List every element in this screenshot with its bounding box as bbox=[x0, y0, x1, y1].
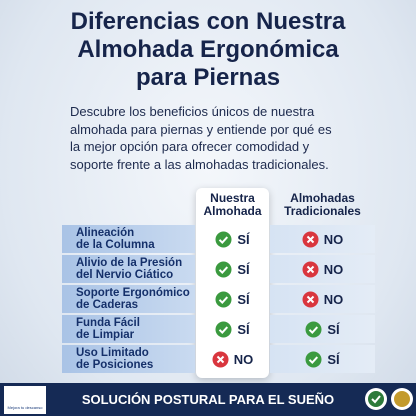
text-line: Nuestra bbox=[210, 191, 255, 205]
logo: Mejora tu descanso bbox=[4, 386, 46, 414]
column-header: Almohadas Tradicionales bbox=[270, 192, 375, 218]
cell-label: NO bbox=[323, 291, 344, 307]
comparison-cell: NO bbox=[270, 225, 375, 253]
text-line: Almohada bbox=[203, 204, 262, 218]
cross-icon bbox=[302, 291, 319, 307]
text-line: Descubre los beneficios únicos de nuestr… bbox=[70, 104, 315, 119]
traditional-band bbox=[270, 315, 375, 343]
feature-cell: Funda Fácil de Limpiar bbox=[62, 315, 195, 343]
check-icon bbox=[215, 261, 232, 277]
cell-label: SÍ bbox=[237, 231, 250, 247]
cell-label: SÍ bbox=[327, 351, 340, 367]
comparison-cell: NO bbox=[270, 285, 375, 313]
cell-label: SÍ bbox=[237, 321, 250, 337]
comparison-cell: SÍ bbox=[270, 345, 375, 373]
text-line: de la Columna bbox=[76, 239, 155, 251]
comparison-cell: NO bbox=[196, 345, 269, 373]
traditional-band bbox=[270, 255, 375, 283]
text-line: soporte frente a las almohadas tradicion… bbox=[70, 156, 329, 172]
column-header: Nuestra Almohada bbox=[196, 192, 269, 218]
text-line: Uso Limitado bbox=[76, 347, 149, 359]
text-line: almohada para piernas y entiende por qué… bbox=[70, 121, 332, 137]
text-line: para Piernas bbox=[135, 64, 281, 91]
cell-label: SÍ bbox=[327, 321, 340, 337]
cell-label: SÍ bbox=[237, 291, 250, 307]
comparison-cell: SÍ bbox=[196, 315, 269, 343]
text-line: Soporte Ergonómico bbox=[76, 287, 190, 299]
check-icon bbox=[215, 321, 232, 337]
text-line: de Posiciones bbox=[76, 359, 154, 371]
highlight-column bbox=[196, 188, 269, 378]
comparison-cell: NO bbox=[270, 255, 375, 283]
text-line: Almohadas bbox=[290, 191, 355, 205]
text-line: Tradicionales bbox=[284, 204, 361, 218]
cell-label: SÍ bbox=[237, 261, 250, 277]
feature-cell: Soporte Ergonómico de Caderas bbox=[62, 285, 195, 313]
comparison-cell: SÍ bbox=[270, 315, 375, 343]
traditional-band bbox=[270, 345, 375, 373]
cell-label: NO bbox=[323, 231, 344, 247]
comparison-cell: SÍ bbox=[196, 285, 269, 313]
text-line: la mejor opción para ofrecer comodidad y bbox=[70, 139, 310, 154]
text-line: de Limpiar bbox=[76, 329, 135, 341]
traditional-band bbox=[270, 285, 375, 313]
badge-icon bbox=[391, 388, 413, 410]
cell-label: NO bbox=[323, 261, 344, 277]
badge-icon bbox=[365, 388, 387, 410]
cross-icon bbox=[302, 231, 319, 247]
feature-cell: Alineación de la Columna bbox=[62, 225, 195, 253]
comparison-cell: SÍ bbox=[196, 225, 269, 253]
comparison-cell: SÍ bbox=[196, 255, 269, 283]
text-line: del Nervio Ciático bbox=[76, 269, 174, 281]
text-line: Alineación bbox=[76, 227, 135, 239]
description: Descubre los beneficios únicos de nuestr… bbox=[70, 103, 360, 173]
check-icon bbox=[215, 291, 232, 307]
text-line: Almohada Ergonómica bbox=[77, 36, 339, 63]
cell-label: NO bbox=[233, 351, 254, 367]
feature-cell: Uso Limitado de Posiciones bbox=[62, 345, 195, 373]
text-line: Funda Fácil bbox=[76, 317, 140, 329]
check-icon bbox=[215, 231, 232, 247]
feature-cell: Alivio de la Presión del Nervio Ciático bbox=[62, 255, 195, 283]
check-icon bbox=[305, 321, 322, 337]
traditional-band bbox=[270, 225, 375, 253]
cross-icon bbox=[212, 351, 229, 367]
cross-icon bbox=[302, 261, 319, 277]
text-line: de Caderas bbox=[76, 299, 139, 311]
footer-text: SOLUCIÓN POSTURAL PARA EL SUEÑO bbox=[81, 392, 335, 407]
text-line: Diferencias con Nuestra bbox=[70, 8, 346, 35]
title: Diferencias con Nuestra Almohada Ergonómi… bbox=[0, 8, 416, 92]
text-line: Alivio de la Presión bbox=[76, 257, 183, 269]
footer-bar bbox=[0, 383, 416, 416]
check-icon bbox=[305, 351, 322, 367]
